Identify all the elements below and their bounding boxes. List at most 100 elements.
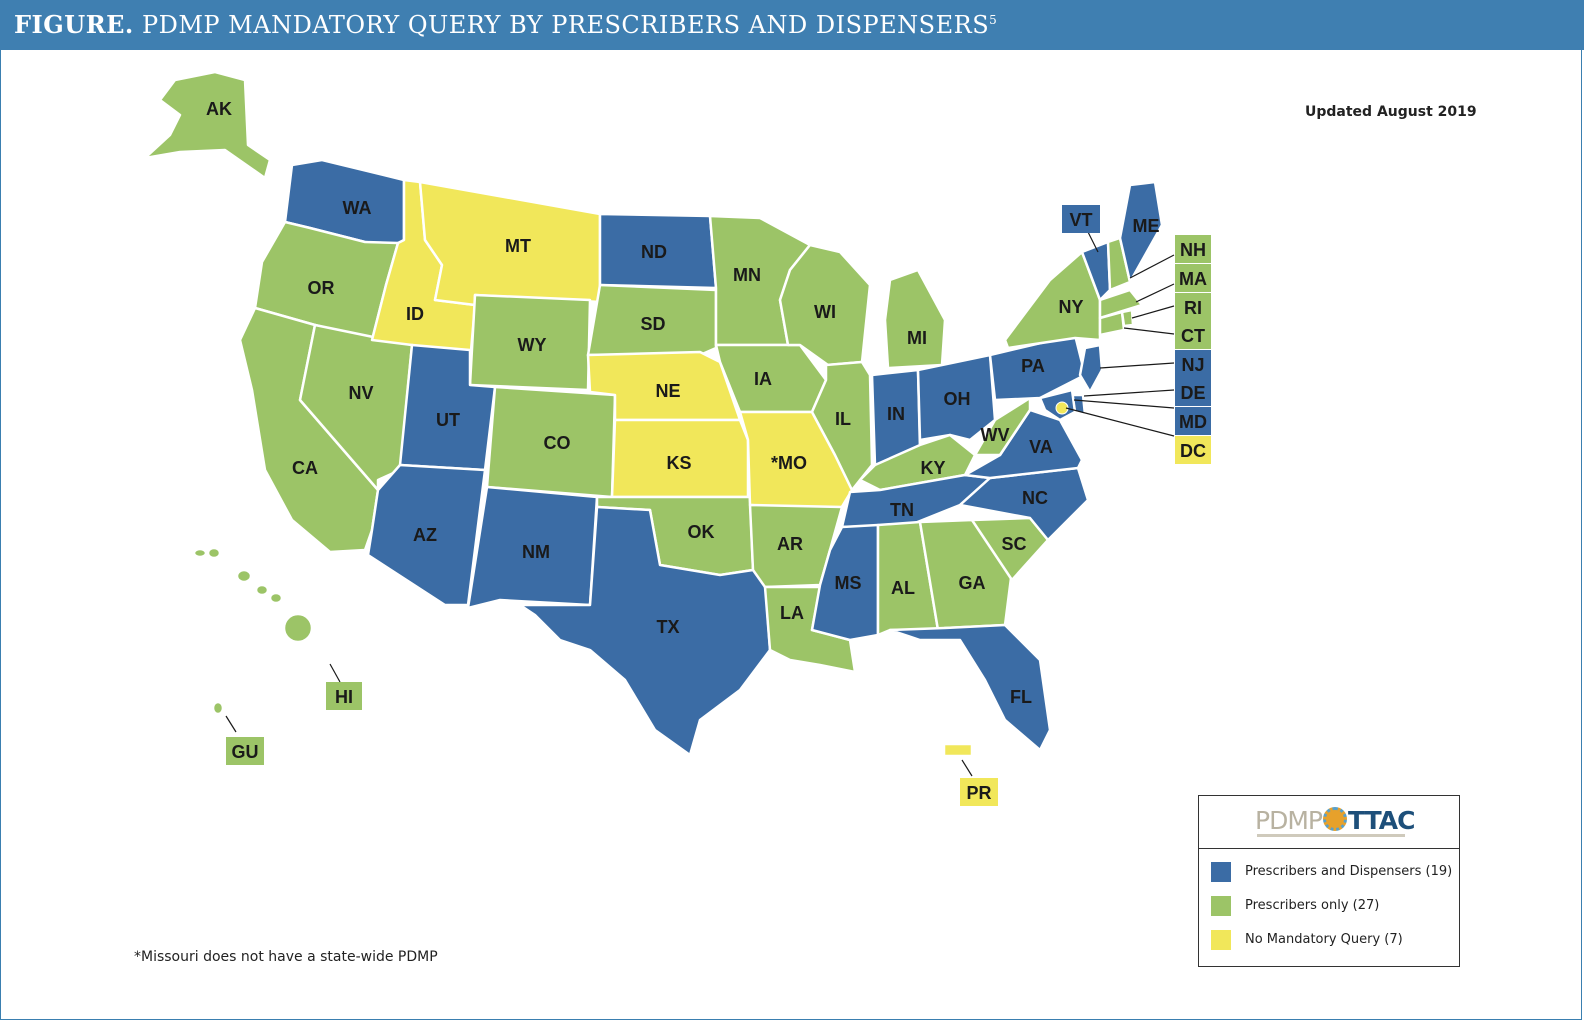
callout-box-RI xyxy=(1175,293,1211,321)
state-ME[interactable] xyxy=(1118,180,1164,284)
label-VT: VT xyxy=(1069,210,1092,230)
updated-date: Updated August 2019 xyxy=(1305,104,1477,120)
state-NM[interactable] xyxy=(466,485,599,610)
missouri-footnote: *Missouri does not have a state-wide PDM… xyxy=(134,949,438,965)
label-UT: UT xyxy=(436,410,460,430)
callout-box-GU xyxy=(226,737,264,765)
label-AR: AR xyxy=(777,534,803,554)
label-GU: GU xyxy=(232,742,259,762)
state-MA[interactable] xyxy=(1098,288,1144,320)
label-SD: SD xyxy=(640,314,665,334)
legend-label: No Mandatory Query (7) xyxy=(1245,932,1403,947)
label-WV: WV xyxy=(981,425,1010,445)
legend-swatch-blue xyxy=(1211,862,1231,882)
territory-GU[interactable] xyxy=(211,700,225,716)
label-MT: MT xyxy=(505,236,531,256)
label-ID: ID xyxy=(406,304,424,324)
callout-box-DE xyxy=(1175,378,1211,406)
logo-right: TTAC xyxy=(1347,806,1415,835)
state-AZ[interactable] xyxy=(366,463,487,607)
state-NJ[interactable] xyxy=(1078,343,1104,394)
label-CT: CT xyxy=(1181,326,1205,346)
footnote-ref: 5 xyxy=(989,13,998,27)
label-PA: PA xyxy=(1021,356,1045,376)
label-TX: TX xyxy=(656,617,679,637)
label-NV: NV xyxy=(348,383,373,403)
callout-box-VT xyxy=(1062,205,1100,233)
label-TN: TN xyxy=(890,500,914,520)
label-MA: MA xyxy=(1179,269,1207,289)
state-AK[interactable] xyxy=(143,70,272,180)
label-DE: DE xyxy=(1180,383,1205,403)
label-NM: NM xyxy=(522,542,550,562)
label-GA: GA xyxy=(959,573,986,593)
label-OK: OK xyxy=(688,522,715,542)
label-IL: IL xyxy=(835,409,851,429)
state-WI[interactable] xyxy=(778,243,872,367)
logo-tagline-bar xyxy=(1257,834,1405,837)
state-FL[interactable] xyxy=(888,623,1052,752)
label-KS: KS xyxy=(666,453,691,473)
state-NY[interactable] xyxy=(1003,250,1102,350)
label-AZ: AZ xyxy=(413,525,437,545)
label-PR: PR xyxy=(966,783,991,803)
figure-prefix: FIGURE. xyxy=(14,10,134,39)
callout-box-DC xyxy=(1175,436,1211,464)
label-AK: AK xyxy=(206,99,232,119)
callout-box-MD xyxy=(1175,407,1211,435)
label-NE: NE xyxy=(655,381,680,401)
state-RI[interactable] xyxy=(1120,308,1135,328)
label-NC: NC xyxy=(1022,488,1048,508)
callout-box-NH xyxy=(1175,235,1211,263)
label-IN: IN xyxy=(887,404,905,424)
callout-box-MA xyxy=(1175,264,1211,292)
label-ND: ND xyxy=(641,242,667,262)
label-KY: KY xyxy=(920,458,945,478)
label-RI: RI xyxy=(1184,298,1202,318)
label-SC: SC xyxy=(1001,534,1026,554)
label-DC: DC xyxy=(1180,441,1206,461)
label-FL: FL xyxy=(1010,687,1032,707)
pdmp-ttac-logo: PDMP TTAC xyxy=(1199,796,1459,849)
label-ME: ME xyxy=(1133,216,1160,236)
legend-label: Prescribers only (27) xyxy=(1245,898,1380,913)
state-TX[interactable] xyxy=(518,505,772,757)
gear-icon xyxy=(1322,807,1347,831)
state-MI[interactable] xyxy=(883,268,947,370)
legend: PDMP TTAC Prescribers and Dispensers (19)… xyxy=(1198,795,1460,967)
label-NY: NY xyxy=(1058,297,1083,317)
label-VA: VA xyxy=(1029,437,1053,457)
label-OR: OR xyxy=(308,278,335,298)
label-MN: MN xyxy=(733,265,761,285)
label-NH: NH xyxy=(1180,240,1206,260)
callout-box-PR xyxy=(960,778,998,806)
label-CA: CA xyxy=(292,458,318,478)
callout-box-CT xyxy=(1175,321,1211,349)
label-MO: *MO xyxy=(771,453,807,473)
label-MI: MI xyxy=(907,328,927,348)
label-HI: HI xyxy=(335,687,353,707)
state-SD[interactable] xyxy=(586,283,718,357)
state-WV[interactable] xyxy=(973,396,1032,457)
state-CT[interactable] xyxy=(1098,310,1126,337)
state-HI[interactable] xyxy=(192,546,314,644)
label-NJ: NJ xyxy=(1181,355,1204,375)
logo-left: PDMP xyxy=(1255,806,1323,835)
legend-swatch-green xyxy=(1211,896,1231,916)
label-LA: LA xyxy=(780,603,804,623)
label-WY: WY xyxy=(518,335,547,355)
legend-swatch-yellow xyxy=(1211,930,1231,950)
label-OH: OH xyxy=(944,389,971,409)
state-WY[interactable] xyxy=(468,293,592,392)
label-IA: IA xyxy=(754,369,772,389)
figure-title-text: PDMP MANDATORY QUERY BY PRESCRIBERS AND … xyxy=(141,11,990,39)
label-WI: WI xyxy=(814,302,836,322)
label-MS: MS xyxy=(835,573,862,593)
state-IL[interactable] xyxy=(810,360,874,492)
figure-title: FIGURE. PDMP MANDATORY QUERY BY PRESCRIB… xyxy=(14,10,997,39)
callout-box-HI xyxy=(326,682,362,710)
territory-PR[interactable] xyxy=(942,742,974,758)
callout-box-NJ xyxy=(1175,350,1211,378)
legend-label: Prescribers and Dispensers (19) xyxy=(1245,864,1453,879)
